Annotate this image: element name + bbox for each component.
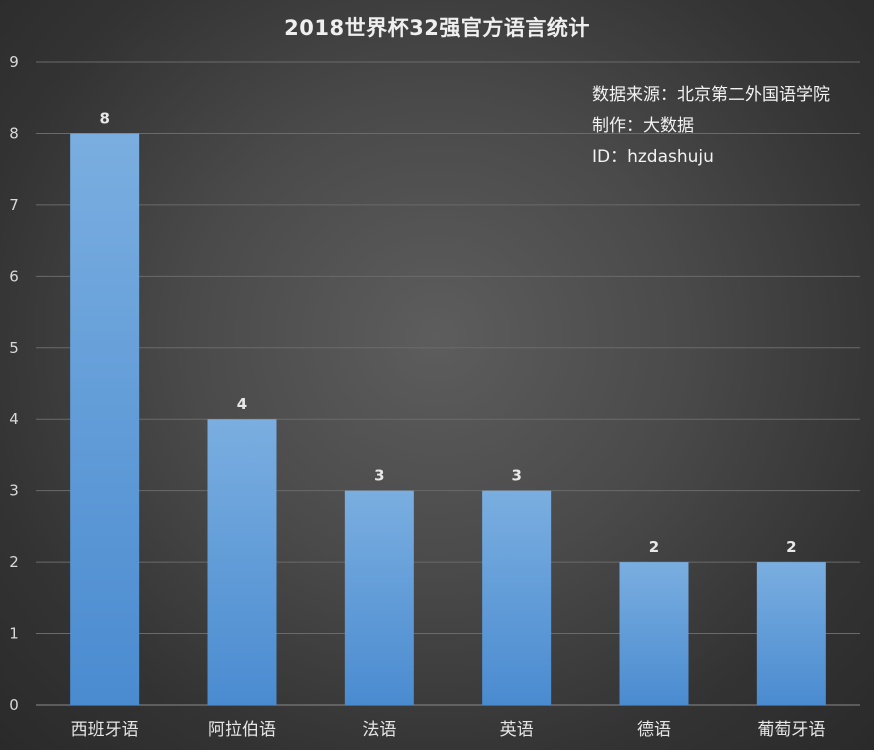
y-tick-label: 0 — [9, 696, 19, 714]
y-tick-label: 1 — [9, 625, 19, 643]
bar — [207, 419, 277, 705]
bar — [344, 490, 414, 705]
info-annotation: 数据来源：北京第二外国语学院 制作：大数据 ID：hzdashuju — [592, 80, 830, 173]
maker-label: 制作：大数据 — [592, 116, 694, 136]
y-axis-ticks: 0 1 2 3 4 5 6 7 8 9 — [9, 53, 19, 714]
bars — [70, 133, 826, 705]
bar-value-label: 2 — [649, 538, 659, 556]
bar-value-label: 4 — [237, 395, 247, 413]
bar-value-label: 8 — [99, 109, 109, 127]
x-category-label: 葡萄牙语 — [757, 720, 825, 740]
x-category-label: 法语 — [362, 720, 396, 740]
x-axis-categories: 西班牙语 阿拉伯语 法语 英语 德语 葡萄牙语 — [71, 720, 826, 740]
bar — [756, 562, 826, 705]
bar-value-label: 3 — [511, 467, 521, 485]
y-tick-label: 5 — [9, 339, 19, 357]
y-tick-label: 7 — [9, 196, 19, 214]
id-label: ID：hzdashuju — [592, 147, 714, 167]
y-tick-label: 4 — [9, 410, 19, 428]
y-tick-label: 8 — [9, 124, 19, 142]
y-tick-label: 2 — [9, 553, 19, 571]
x-category-label: 德语 — [637, 720, 671, 740]
x-category-label: 英语 — [500, 720, 534, 740]
chart-title: 2018世界杯32强官方语言统计 — [284, 16, 590, 40]
bar — [619, 562, 689, 705]
x-category-label: 阿拉伯语 — [208, 720, 276, 740]
data-labels: 8 4 3 3 2 2 — [99, 109, 796, 556]
y-tick-label: 3 — [9, 482, 19, 500]
bar-value-label: 2 — [786, 538, 796, 556]
x-category-label: 西班牙语 — [71, 720, 139, 740]
bar — [482, 490, 552, 705]
data-source-label: 数据来源：北京第二外国语学院 — [592, 85, 830, 105]
y-tick-label: 9 — [9, 53, 19, 71]
bar — [70, 133, 140, 705]
y-tick-label: 6 — [9, 267, 19, 285]
bar-value-label: 3 — [374, 467, 384, 485]
gridlines — [36, 61, 860, 706]
